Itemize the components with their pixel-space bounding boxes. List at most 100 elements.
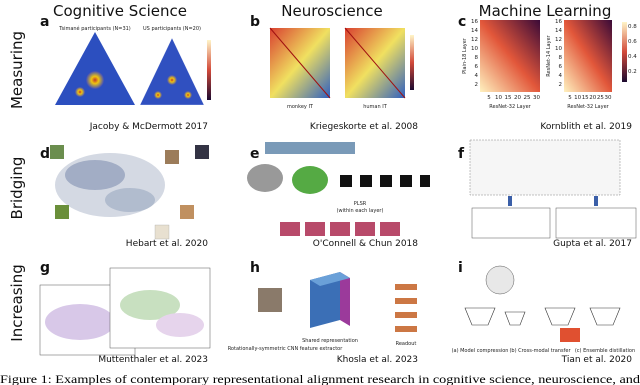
colorbar bbox=[622, 22, 627, 82]
panel-label: Rotationally-symmetric CNN feature extra… bbox=[228, 346, 344, 352]
panel-label: ResNet-32 Layer bbox=[489, 104, 531, 110]
colorbar bbox=[207, 40, 211, 100]
peak bbox=[167, 75, 177, 85]
panel-letter: i bbox=[458, 260, 463, 276]
shared-space-box bbox=[469, 139, 621, 196]
x-tick-label: 15 bbox=[505, 95, 512, 101]
y-tick-label: 6 bbox=[559, 64, 563, 70]
thumbnail bbox=[50, 145, 64, 159]
x-tick-label: 10 bbox=[574, 95, 581, 101]
y-tick-label: 6 bbox=[475, 64, 479, 70]
panel-label: (c) Ensemble distillation bbox=[575, 348, 635, 354]
peak bbox=[86, 71, 104, 89]
row-label: Measuring bbox=[8, 31, 26, 109]
task-box bbox=[471, 207, 551, 239]
y-tick-label: 12 bbox=[471, 37, 478, 43]
y-tick-label: 2 bbox=[559, 82, 563, 88]
cluster bbox=[156, 313, 204, 337]
peak bbox=[154, 91, 162, 99]
colorbar-label: 0.2 bbox=[628, 69, 637, 75]
thumbnail bbox=[195, 145, 209, 159]
simplex-plot bbox=[55, 32, 135, 105]
y-tick-label: 12 bbox=[555, 37, 562, 43]
stimulus-image bbox=[258, 288, 282, 312]
readout-bars bbox=[395, 284, 417, 332]
cnn-layers bbox=[340, 175, 430, 187]
y-tick-label: 2 bbox=[475, 82, 479, 88]
peak bbox=[184, 91, 192, 99]
x-tick-label: 25 bbox=[597, 95, 604, 101]
panel-label: US participants (N=20) bbox=[143, 26, 201, 32]
network-diagrams bbox=[464, 307, 621, 326]
y-tick-label: 4 bbox=[559, 73, 563, 79]
citation: Hebart et al. 2020 bbox=[126, 239, 208, 249]
thumbnail bbox=[154, 224, 170, 240]
simplex-plot bbox=[139, 37, 205, 106]
x-tick-label: 20 bbox=[514, 95, 521, 101]
panel-letter: d bbox=[40, 146, 50, 162]
x-tick-label: 15 bbox=[582, 95, 589, 101]
y-tick-label: 8 bbox=[559, 55, 563, 61]
y-tick-label: 16 bbox=[471, 19, 478, 25]
y-tick-label: 16 bbox=[555, 19, 562, 25]
cluster bbox=[120, 290, 180, 320]
brain-map bbox=[292, 166, 328, 194]
task-box bbox=[555, 207, 637, 239]
x-tick-label: 10 bbox=[495, 95, 502, 101]
x-tick-label: 5 bbox=[487, 95, 491, 101]
column-header: Cognitive Science bbox=[53, 2, 187, 20]
colorbar bbox=[410, 35, 414, 90]
panel-label: Shared representation bbox=[302, 338, 358, 344]
y-tick-label: 10 bbox=[471, 46, 478, 52]
panel-letter: a bbox=[40, 14, 49, 30]
panel-label: monkey IT bbox=[287, 104, 314, 110]
image-strip bbox=[265, 142, 355, 154]
heat-image bbox=[560, 328, 580, 342]
x-tick-label: 5 bbox=[568, 95, 572, 101]
panel-label: (b) Cross-modal transfer bbox=[509, 348, 571, 354]
panel-label: Tsimané participants (N=31) bbox=[58, 25, 131, 32]
thumbnail bbox=[165, 150, 179, 164]
citation: Kornblith et al. 2019 bbox=[540, 122, 632, 132]
panel-letter: h bbox=[250, 260, 260, 276]
panel-letter: e bbox=[250, 146, 260, 162]
reconstructions bbox=[280, 222, 400, 236]
citation: Gupta et al. 2017 bbox=[553, 239, 632, 249]
arrows bbox=[508, 196, 598, 206]
panel-label: ResNet-32 Layer bbox=[567, 104, 609, 110]
panel-letter: g bbox=[40, 260, 50, 276]
x-tick-label: 20 bbox=[589, 95, 596, 101]
embedding-scatter bbox=[55, 153, 165, 217]
heatmap bbox=[564, 20, 612, 92]
citation: Tian et al. 2020 bbox=[561, 355, 633, 365]
row-label: Increasing bbox=[8, 264, 26, 341]
y-tick-label: 8 bbox=[475, 55, 479, 61]
column-header: Neuroscience bbox=[281, 2, 382, 20]
panel-label: (within each layer) bbox=[337, 208, 384, 214]
x-tick-label: 25 bbox=[524, 95, 531, 101]
x-tick-label: 30 bbox=[605, 95, 612, 101]
colorbar-label: 0.6 bbox=[628, 39, 637, 45]
diagonal bbox=[344, 27, 406, 99]
citation: Khosla et al. 2023 bbox=[337, 355, 418, 365]
thumbnail bbox=[55, 205, 69, 219]
panel-label: Plain-18 Layer bbox=[462, 37, 468, 74]
y-tick-label: 10 bbox=[555, 46, 562, 52]
panel-label: PLSR bbox=[354, 201, 367, 207]
panel-label: (a) Model compression bbox=[452, 348, 509, 354]
x-tick-label: 30 bbox=[533, 95, 540, 101]
citation: O'Connell & Chun 2018 bbox=[313, 239, 418, 249]
colorbar-label: 0.8 bbox=[628, 24, 637, 30]
cluster bbox=[45, 304, 115, 340]
colorbar-label: 0.4 bbox=[628, 54, 637, 60]
column-header: Machine Learning bbox=[479, 2, 612, 20]
peak bbox=[75, 87, 85, 97]
panel-letter: c bbox=[458, 14, 466, 30]
panel-label: human IT bbox=[363, 104, 388, 110]
y-tick-label: 4 bbox=[475, 73, 479, 79]
citation: Muttenthaler et al. 2023 bbox=[98, 355, 208, 365]
diagonal bbox=[269, 27, 331, 99]
y-tick-label: 14 bbox=[555, 28, 562, 34]
